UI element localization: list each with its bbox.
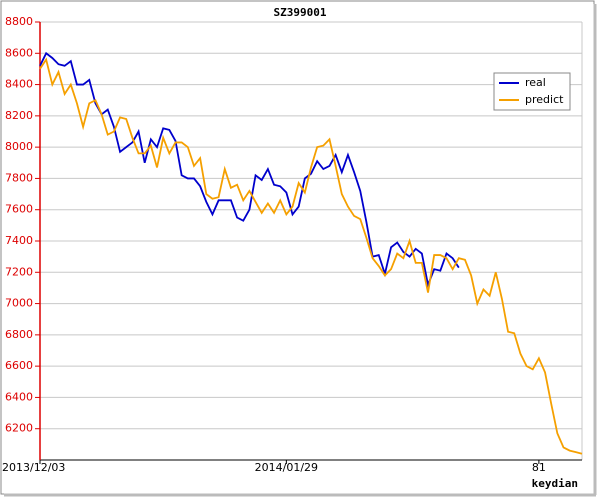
x-tick-label: 81 [532,461,546,474]
series-line [39,57,583,455]
y-tick-label: 8600 [5,46,33,59]
y-tick-label: 8000 [5,140,33,153]
y-tick-label: 6400 [5,390,33,403]
series-line [39,51,460,288]
y-tick-label: 8200 [5,109,33,122]
annotation: keydian [532,477,578,490]
y-tick-label: 7400 [5,234,33,247]
chart-title: SZ399001 [274,6,327,19]
legend-label: predict [525,93,564,106]
y-tick-label: 8800 [5,15,33,28]
y-tick-label: 7200 [5,265,33,278]
x-tick-label: 2014/01/29 [255,461,318,474]
y-tick-label: 8400 [5,78,33,91]
y-tick-label: 6800 [5,328,33,341]
y-tick-label: 7600 [5,203,33,216]
y-tick-label: 7000 [5,297,33,310]
legend-label: real [525,76,546,89]
legend-box [493,72,571,111]
y-tick-label: 6200 [5,422,33,435]
y-tick-label: 7800 [5,171,33,184]
y-tick-label: 6600 [5,359,33,372]
x-tick-label: 2013/12/03 [2,461,65,474]
